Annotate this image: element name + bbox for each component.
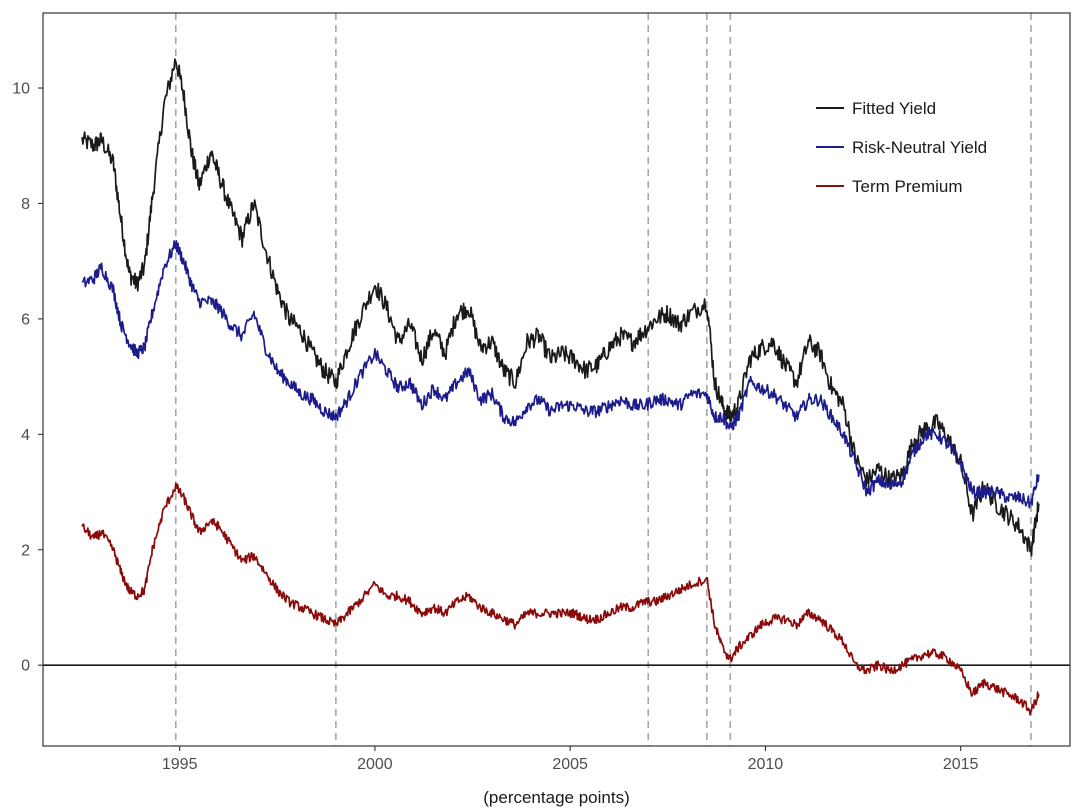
x-axis: 1995 2000 2005 2010 2015 bbox=[162, 746, 979, 773]
vertical-reference-lines bbox=[174, 13, 1032, 746]
series-line-risk-neutral-yield bbox=[81, 240, 1040, 509]
y-axis: 0 2 4 6 8 10 bbox=[12, 81, 43, 675]
y-tick-label-6: 6 bbox=[21, 311, 30, 328]
legend-label-risk-neutral-yield: Risk-Neutral Yield bbox=[852, 138, 987, 157]
y-tick-label-8: 8 bbox=[21, 196, 30, 213]
x-tick-label-2000: 2000 bbox=[357, 756, 393, 773]
x-tick-label-1995: 1995 bbox=[162, 756, 198, 773]
y-tick-label-4: 4 bbox=[21, 427, 30, 444]
y-tick-label-2: 2 bbox=[21, 542, 30, 559]
legend-label-fitted-yield: Fitted Yield bbox=[852, 99, 936, 118]
x-tick-label-2010: 2010 bbox=[748, 756, 784, 773]
legend-label-term-premium: Term Premium bbox=[852, 177, 963, 196]
series-layer bbox=[81, 58, 1040, 716]
plot-panel-border bbox=[42, 12, 1071, 747]
x-tick-label-2015: 2015 bbox=[943, 756, 979, 773]
legend: Fitted Yield Risk-Neutral Yield Term Premi… bbox=[816, 99, 987, 196]
x-tick-label-2005: 2005 bbox=[552, 756, 588, 773]
y-tick-label-10: 10 bbox=[12, 81, 30, 98]
y-tick-label-0: 0 bbox=[21, 658, 30, 675]
x-axis-title: (percentage points) bbox=[483, 788, 629, 807]
series-line-fitted-yield bbox=[81, 58, 1040, 557]
series-line-term-premium bbox=[81, 482, 1040, 716]
